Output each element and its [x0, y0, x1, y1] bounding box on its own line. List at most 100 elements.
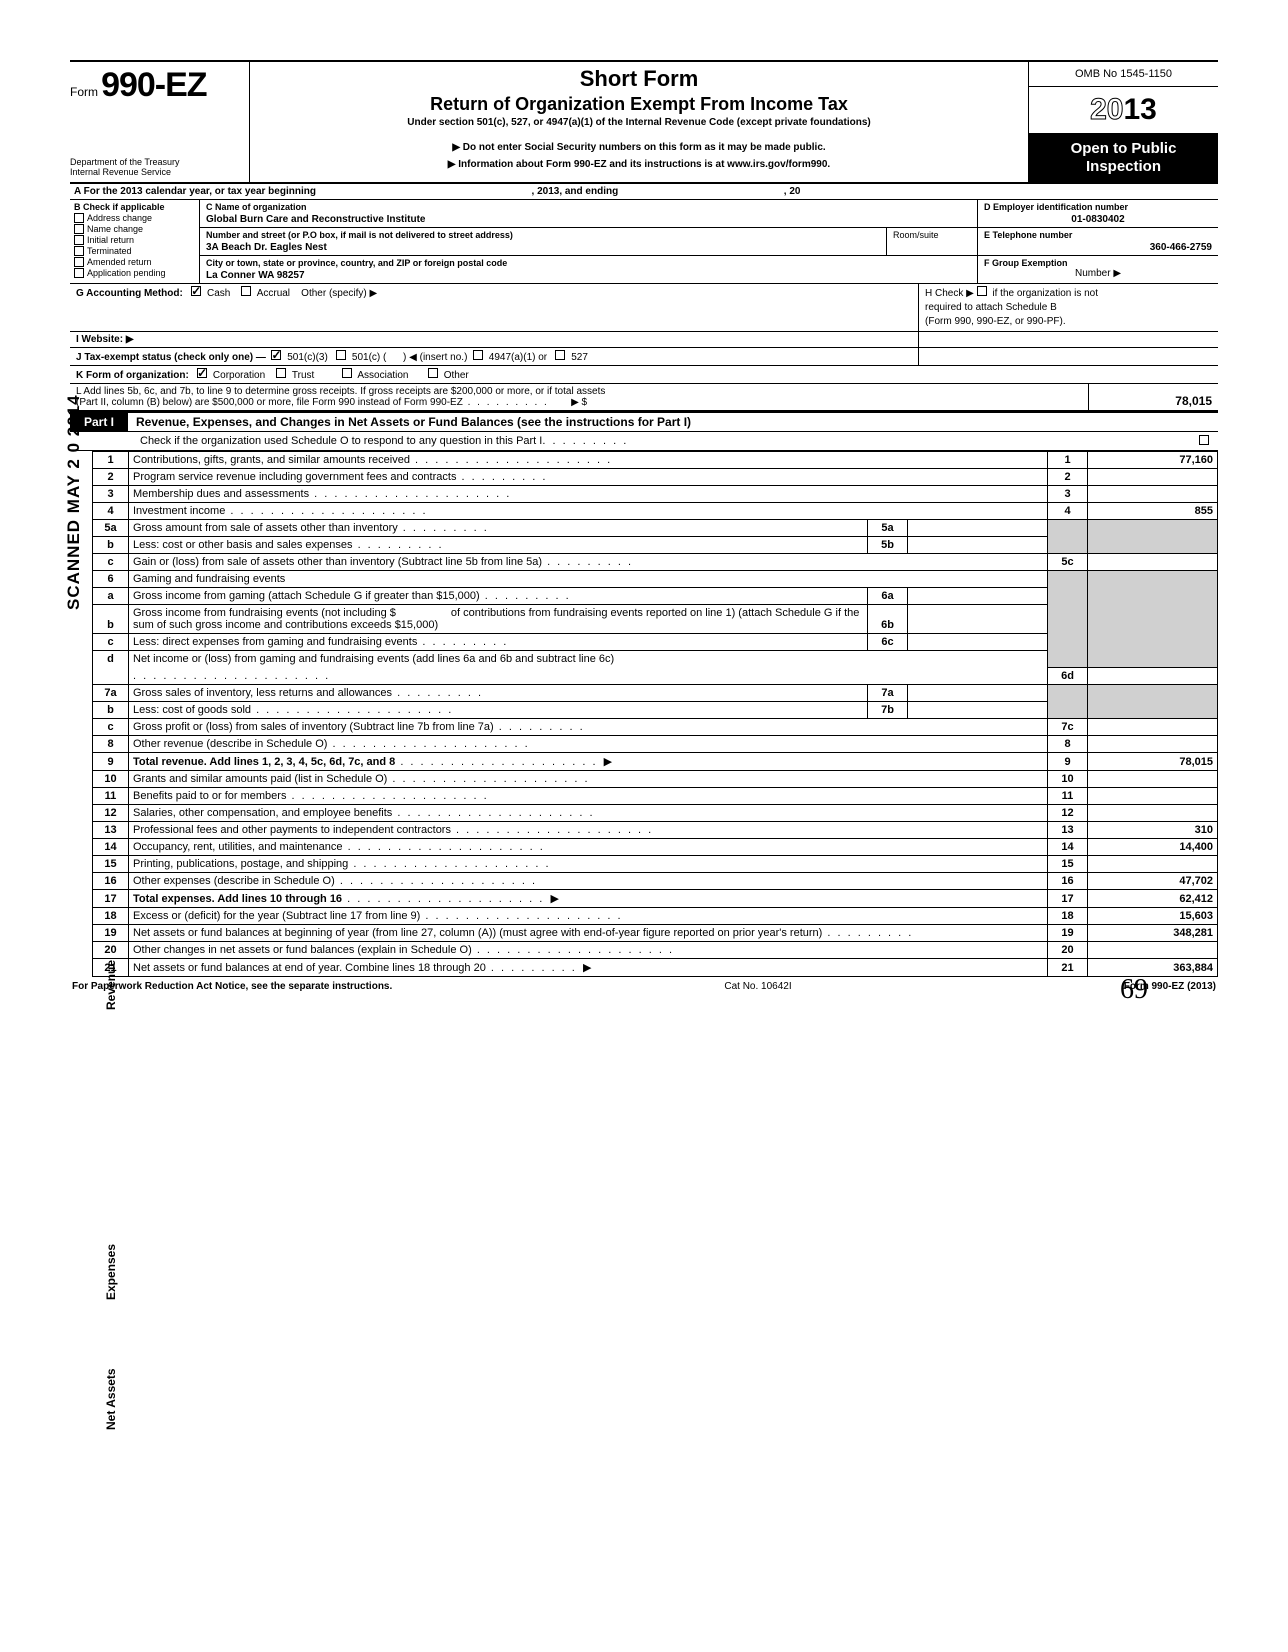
under-section: Under section 501(c), 527, or 4947(a)(1)… [258, 117, 1020, 128]
cb-501c3[interactable] [271, 350, 281, 360]
line-20: 20Other changes in net assets or fund ba… [93, 941, 1218, 958]
row-a-tail: , 20 [784, 186, 801, 197]
line-16: 16Other expenses (describe in Schedule O… [93, 872, 1218, 889]
cb-corp[interactable] [197, 368, 207, 378]
cb-527[interactable] [555, 350, 565, 360]
line-15: 15Printing, publications, postage, and s… [93, 855, 1218, 872]
grp-num: Number ▶ [984, 268, 1212, 279]
form-number: 990-EZ [101, 66, 207, 104]
footer-mid: Cat No. 10642I [724, 981, 791, 992]
cb-501c[interactable] [336, 350, 346, 360]
row-i: I Website: ▶ [70, 332, 918, 347]
header-mid: Short Form Return of Organization Exempt… [250, 62, 1028, 182]
row-a-label: A For the 2013 calendar year, or tax yea… [74, 186, 316, 197]
side-expenses: Expenses [104, 1244, 118, 1300]
room-suite: Room/suite [887, 228, 977, 255]
col-c: C Name of organization Global Burn Care … [200, 200, 978, 283]
line-17: 17Total expenses. Add lines 10 through 1… [93, 889, 1218, 907]
line-9: 9Total revenue. Add lines 1, 2, 3, 4, 5c… [93, 752, 1218, 770]
row-i-wrap: I Website: ▶ [70, 332, 1218, 348]
short-form-title: Short Form [258, 66, 1020, 92]
line-12: 12Salaries, other compensation, and empl… [93, 804, 1218, 821]
dept-line2: Internal Revenue Service [70, 168, 241, 178]
cb-other[interactable] [428, 368, 438, 378]
dept-block: Department of the Treasury Internal Reve… [70, 158, 241, 178]
no-ssn-line: ▶ Do not enter Social Security numbers o… [258, 142, 1020, 153]
city-val: La Conner WA 98257 [206, 270, 971, 281]
line-7c: cGross profit or (loss) from sales of in… [93, 718, 1218, 735]
side-netassets: Net Assets [104, 1368, 118, 1430]
line-3: 3Membership dues and assessments3 [93, 486, 1218, 503]
row-l-line1: L Add lines 5b, 6c, and 7b, to line 9 to… [76, 386, 1082, 397]
addr-lbl: Number and street (or P.O box, if mail i… [206, 230, 880, 240]
cb-sched-b[interactable] [977, 286, 987, 296]
row-a: A For the 2013 calendar year, or tax yea… [70, 184, 1218, 200]
section-bcd: B Check if applicable Address change Nam… [70, 200, 1218, 284]
cb-cash[interactable] [191, 286, 201, 296]
part1-title: Revenue, Expenses, and Changes in Net As… [128, 415, 691, 429]
cb-4947[interactable] [473, 350, 483, 360]
row-g: G Accounting Method: Cash Accrual Other … [70, 284, 918, 331]
footer-left: For Paperwork Reduction Act Notice, see … [72, 981, 392, 992]
cb-pending[interactable]: Application pending [74, 268, 195, 278]
form-prefix: Form [70, 85, 98, 99]
cb-address[interactable]: Address change [74, 213, 195, 223]
omb-number: OMB No 1545-1150 [1029, 62, 1218, 87]
grp-cell: F Group Exemption Number ▶ [978, 256, 1218, 283]
org-name-lbl: C Name of organization [206, 202, 971, 212]
row-j-wrap: J Tax-exempt status (check only one) — 5… [70, 348, 1218, 366]
info-line: ▶ Information about Form 990-EZ and its … [258, 159, 1020, 170]
cb-initial[interactable]: Initial return [74, 235, 195, 245]
line-2: 2Program service revenue including gover… [93, 469, 1218, 486]
cb-trust[interactable] [276, 368, 286, 378]
cb-sched-o[interactable] [1199, 435, 1209, 445]
handwritten-69: 69 [1120, 974, 1148, 1006]
year-outline: 20 [1090, 93, 1123, 126]
page-footer: For Paperwork Reduction Act Notice, see … [70, 977, 1218, 996]
col-b-header: B Check if applicable [74, 202, 195, 212]
tax-year: 2013 [1029, 87, 1218, 134]
city-cell: City or town, state or province, country… [200, 256, 977, 283]
ein-lbl: D Employer identification number [984, 202, 1212, 212]
ein-cell: D Employer identification number 01-0830… [978, 200, 1218, 228]
line-5a: 5aGross amount from sale of assets other… [93, 520, 1218, 537]
line-7a: 7aGross sales of inventory, less returns… [93, 684, 1218, 701]
col-d: D Employer identification number 01-0830… [978, 200, 1218, 283]
ein-val: 01-0830402 [984, 214, 1212, 225]
row-l-line2: (Part II, column (B) below) are $500,000… [76, 397, 463, 408]
org-name-cell: C Name of organization Global Burn Care … [200, 200, 977, 228]
line-21: 21Net assets or fund balances at end of … [93, 958, 1218, 976]
form-page: Form 990-EZ Department of the Treasury I… [70, 60, 1218, 996]
lines-table: 1Contributions, gifts, grants, and simil… [92, 451, 1218, 977]
side-revenue: Revenue [104, 960, 118, 1010]
row-gh: G Accounting Method: Cash Accrual Other … [70, 284, 1218, 332]
row-k: K Form of organization: Corporation Trus… [70, 366, 1218, 384]
header-left: Form 990-EZ Department of the Treasury I… [70, 62, 250, 182]
line-19: 19Net assets or fund balances at beginni… [93, 924, 1218, 941]
cb-terminated[interactable]: Terminated [74, 246, 195, 256]
cb-amended[interactable]: Amended return [74, 257, 195, 267]
city-lbl: City or town, state or province, country… [206, 258, 971, 268]
part1-check: Check if the organization used Schedule … [70, 432, 1218, 451]
row-h: H Check ▶ if the organization is not req… [918, 284, 1218, 331]
line-10: 10Grants and similar amounts paid (list … [93, 770, 1218, 787]
return-title: Return of Organization Exempt From Incom… [258, 94, 1020, 115]
line-11: 11Benefits paid to or for members11 [93, 787, 1218, 804]
form-header: Form 990-EZ Department of the Treasury I… [70, 60, 1218, 184]
tel-val: 360-466-2759 [984, 242, 1212, 253]
cb-assoc[interactable] [342, 368, 352, 378]
row-l: L Add lines 5b, 6c, and 7b, to line 9 to… [70, 384, 1218, 411]
row-a-mid: , 2013, and ending [532, 186, 619, 197]
line-18: 18Excess or (deficit) for the year (Subt… [93, 907, 1218, 924]
col-b: B Check if applicable Address change Nam… [70, 200, 200, 283]
cb-name[interactable]: Name change [74, 224, 195, 234]
line-6: 6Gaming and fundraising events [93, 571, 1218, 588]
row-g-lbl: G Accounting Method: [76, 288, 183, 299]
cb-accrual[interactable] [241, 286, 251, 296]
row-l-val: 78,015 [1088, 384, 1218, 410]
line-5c: cGain or (loss) from sale of assets othe… [93, 554, 1218, 571]
line-6d: 6d [93, 667, 1218, 684]
grp-lbl: F Group Exemption [984, 258, 1212, 268]
addr-left: Number and street (or P.O box, if mail i… [200, 228, 887, 255]
row-j: J Tax-exempt status (check only one) — 5… [70, 348, 918, 365]
